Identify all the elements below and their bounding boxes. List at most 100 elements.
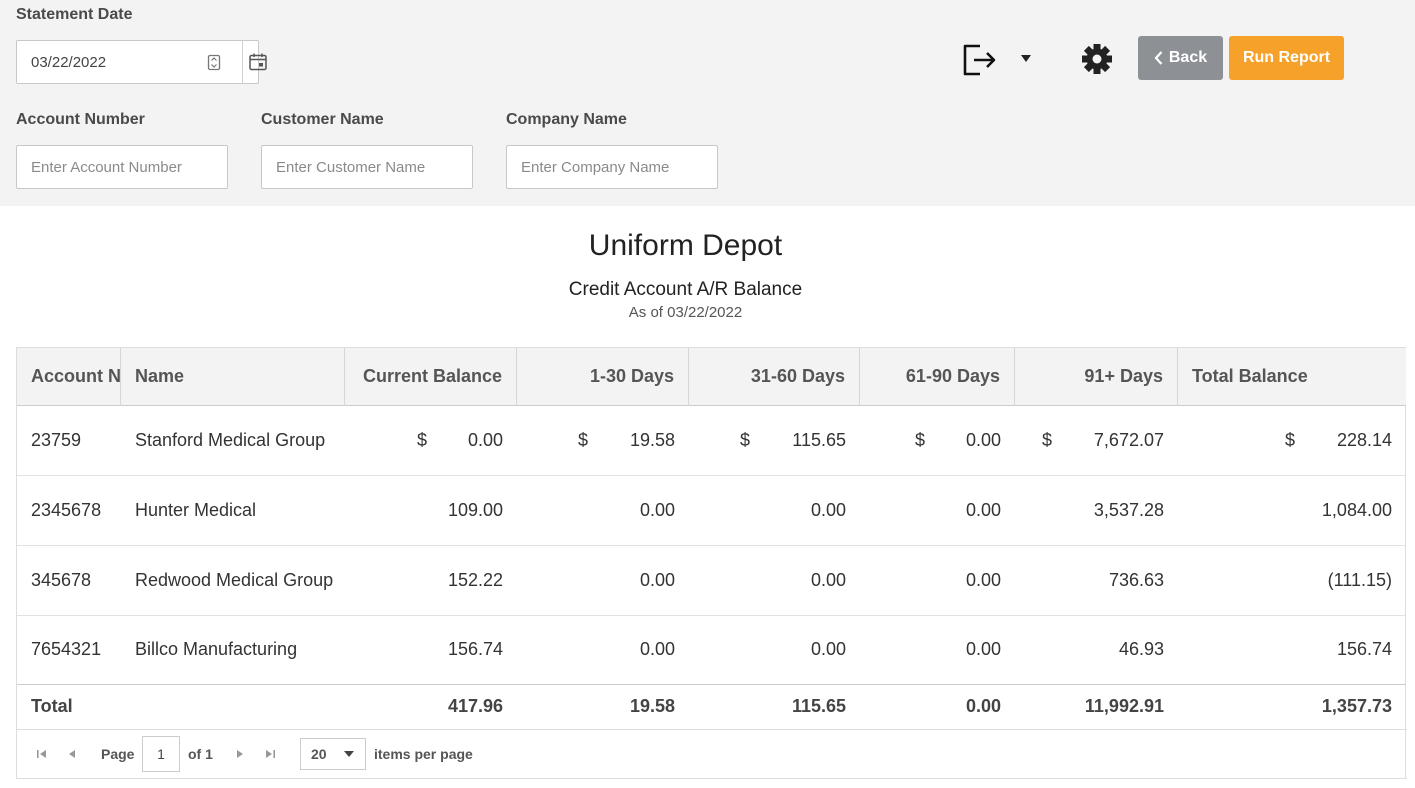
column-header-61-90-days[interactable]: 61-90 Days [860,348,1015,406]
pager: Page of 1 20 items per page [17,729,1407,779]
back-button-label: Back [1168,49,1208,66]
column-header-total-balance[interactable]: Total Balance [1192,366,1308,386]
page-of-label: of 1 [188,746,213,762]
statement-date-value[interactable]: 03/22/2022 [31,54,107,71]
cell-61-90: 0.00 [965,639,1001,659]
cell-current: 109.00 [447,500,503,520]
previous-page-icon[interactable] [65,747,79,761]
total-total-balance: 1,357.73 [1321,696,1392,716]
currency-symbol: $ [915,430,926,450]
calendar-icon[interactable] [248,52,268,72]
cell-1-30: 0.00 [639,500,675,520]
cell-1-30-value: 19.58 [629,430,675,450]
cell-current: $0.00 [345,406,517,475]
cell-61-90: 0.00 [965,500,1001,520]
run-report-label: Run Report [1242,49,1331,66]
ar-balance-grid: Account Number Name Current Balance 1-30… [16,347,1407,779]
cell-61-90-value: 0.00 [965,430,1001,450]
cell-1-30: 0.00 [639,639,675,659]
page-number-input[interactable] [142,736,180,772]
total-current: 417.96 [447,696,503,716]
report-title: Uniform Depot [588,229,783,262]
cell-total: $228.14 [1178,406,1406,475]
cell-account: 345678 [31,570,92,590]
cell-current: 152.22 [447,570,503,590]
total-1-30: 19.58 [629,696,675,716]
cell-name: Hunter Medical [135,500,257,520]
statement-date-picker[interactable]: 03/22/2022 [16,40,267,84]
cell-name: Redwood Medical Group [135,570,334,590]
report-as-of-date: As of 03/22/2022 [628,304,743,321]
cell-31-60: 0.00 [810,570,846,590]
table-row[interactable]: 23759 Stanford Medical Group $0.00 $19.5… [17,406,1406,476]
total-label: Total [31,696,73,716]
chevron-down-icon [344,751,354,757]
export-icon [963,44,996,76]
caret-down-icon [1021,55,1031,62]
column-header-name[interactable]: Name [121,348,345,406]
cell-total: 156.74 [1336,639,1392,659]
items-per-page-label: items per page [374,746,473,762]
report-subtitle: Credit Account A/R Balance [568,279,803,300]
cell-total: (111.15) [1327,570,1392,590]
cell-name: Stanford Medical Group [135,430,326,450]
page-size-dropdown[interactable]: 20 [300,738,366,770]
total-31-60: 115.65 [791,696,846,716]
cell-1-30: $19.58 [517,406,689,475]
cell-account: 23759 [31,430,82,450]
column-header-current-balance[interactable]: Current Balance [345,348,517,406]
cell-91-plus: $7,672.07 [1015,406,1178,475]
cell-31-60-value: 115.65 [792,430,846,450]
cell-current-value: 0.00 [467,430,503,450]
currency-symbol: $ [578,430,589,450]
totals-row: Total 417.96 19.58 115.65 0.00 11,992.91… [17,684,1406,729]
date-spinner-icon[interactable] [207,54,221,71]
export-dropdown-button[interactable] [957,40,1037,80]
cell-91-plus: 736.63 [1108,570,1164,590]
cell-61-90: 0.00 [965,570,1001,590]
settings-button[interactable] [1078,40,1116,78]
cell-61-90: $0.00 [860,406,1015,475]
cell-31-60: $115.65 [689,406,860,475]
next-page-icon[interactable] [233,747,247,761]
total-61-90: 0.00 [965,696,1001,716]
table-row[interactable]: 7654321 Billco Manufacturing 156.74 0.00… [17,615,1406,685]
account-number-label: Account Number [16,111,145,128]
table-row[interactable]: 2345678 Hunter Medical 109.00 0.00 0.00 … [17,476,1406,546]
statement-date-label: Statement Date [16,6,133,23]
column-header-91-plus-days[interactable]: 91+ Days [1015,348,1178,406]
filter-panel: Statement Date 03/22/2022 Account Number… [0,0,1415,206]
currency-symbol: $ [417,430,428,450]
cell-account: 2345678 [31,500,102,520]
cell-current: 156.74 [447,639,503,659]
date-divider [242,41,243,83]
currency-symbol: $ [1285,430,1296,450]
customer-name-input[interactable] [261,145,473,189]
page-label: Page [101,746,135,762]
customer-name-label: Customer Name [261,111,384,128]
company-name-input[interactable] [506,145,718,189]
cell-91-plus-value: 7,672.07 [1093,430,1164,450]
grid-header: Account Number Name Current Balance 1-30… [17,347,1406,406]
back-button[interactable]: Back [1138,36,1223,80]
cell-total-value: 228.14 [1336,430,1392,450]
column-header-account-number[interactable]: Account Number [17,348,121,406]
company-name-label: Company Name [506,111,627,128]
column-header-1-30-days[interactable]: 1-30 Days [517,348,689,406]
last-page-icon[interactable] [263,747,277,761]
gear-icon [1082,44,1112,74]
cell-31-60: 0.00 [810,639,846,659]
first-page-icon[interactable] [35,747,49,761]
table-row[interactable]: 345678 Redwood Medical Group 152.22 0.00… [17,546,1406,616]
cell-91-plus: 3,537.28 [1093,500,1164,520]
chevron-left-icon [1154,51,1163,65]
run-report-button[interactable]: Run Report [1229,36,1344,80]
cell-1-30: 0.00 [639,570,675,590]
cell-91-plus: 46.93 [1118,639,1164,659]
cell-name: Billco Manufacturing [135,639,298,659]
currency-symbol: $ [1042,430,1053,450]
page-size-value: 20 [311,746,327,762]
column-header-31-60-days[interactable]: 31-60 Days [689,348,860,406]
cell-account: 7654321 [31,639,102,659]
account-number-input[interactable] [16,145,228,189]
